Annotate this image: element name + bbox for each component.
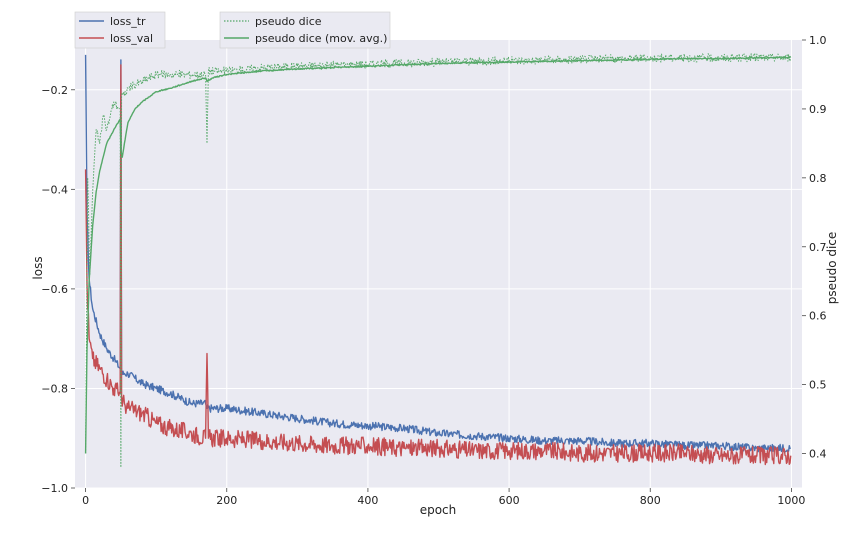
y-axis-left-label: loss — [31, 256, 45, 279]
x-tick-label: 0 — [82, 494, 89, 507]
y-left-tick-label: −0.2 — [41, 84, 68, 97]
plot-background — [75, 40, 802, 488]
axis-ticks: 0 200 400 600 800 1000 −1.0 −0.8 −0.6 −0.4 −0.2 0.4… — [41, 34, 826, 507]
legend-left-box — [74, 11, 166, 49]
legend-entry-loss-val: loss_val — [110, 32, 153, 45]
y-right-tick-label: 0.7 — [809, 241, 827, 254]
y-right-tick-label: 0.5 — [809, 379, 827, 392]
legend-entry-pseudo-dice-mov-avg: pseudo dice (mov. avg.) — [255, 32, 387, 45]
x-tick-label: 200 — [216, 494, 237, 507]
y-right-tick-label: 0.4 — [809, 448, 827, 461]
series-line-pseudo-dice-mov-avg — [84, 56, 792, 454]
y-left-tick-label: −0.4 — [41, 183, 68, 196]
x-axis-label: epoch — [420, 503, 457, 517]
legend-entry-loss-tr: loss_tr — [110, 15, 146, 28]
y-axis-right-label: pseudo dice — [825, 232, 839, 305]
y-right-tick-label: 0.6 — [809, 310, 827, 323]
y-left-tick-label: −0.8 — [41, 382, 68, 395]
x-tick-label: 1000 — [777, 494, 805, 507]
series-layer — [84, 53, 792, 468]
y-right-tick-label: 0.9 — [809, 103, 827, 116]
y-right-tick-label: 0.8 — [809, 172, 827, 185]
y-left-tick-label: −1.0 — [41, 482, 68, 495]
x-tick-label: 800 — [640, 494, 661, 507]
x-tick-label: 400 — [357, 494, 378, 507]
legend-right-box — [219, 11, 391, 49]
grid-lines — [75, 40, 802, 489]
legend-entry-pseudo-dice: pseudo dice — [255, 15, 322, 28]
legend-right: pseudo dice pseudo dice (mov. avg.) — [219, 11, 391, 49]
series-line-loss-val — [84, 64, 792, 466]
legend-left: loss_tr loss_val — [74, 11, 166, 49]
y-right-tick-label: 1.0 — [809, 34, 827, 47]
x-tick-label: 600 — [499, 494, 520, 507]
y-left-tick-label: −0.6 — [41, 283, 68, 296]
